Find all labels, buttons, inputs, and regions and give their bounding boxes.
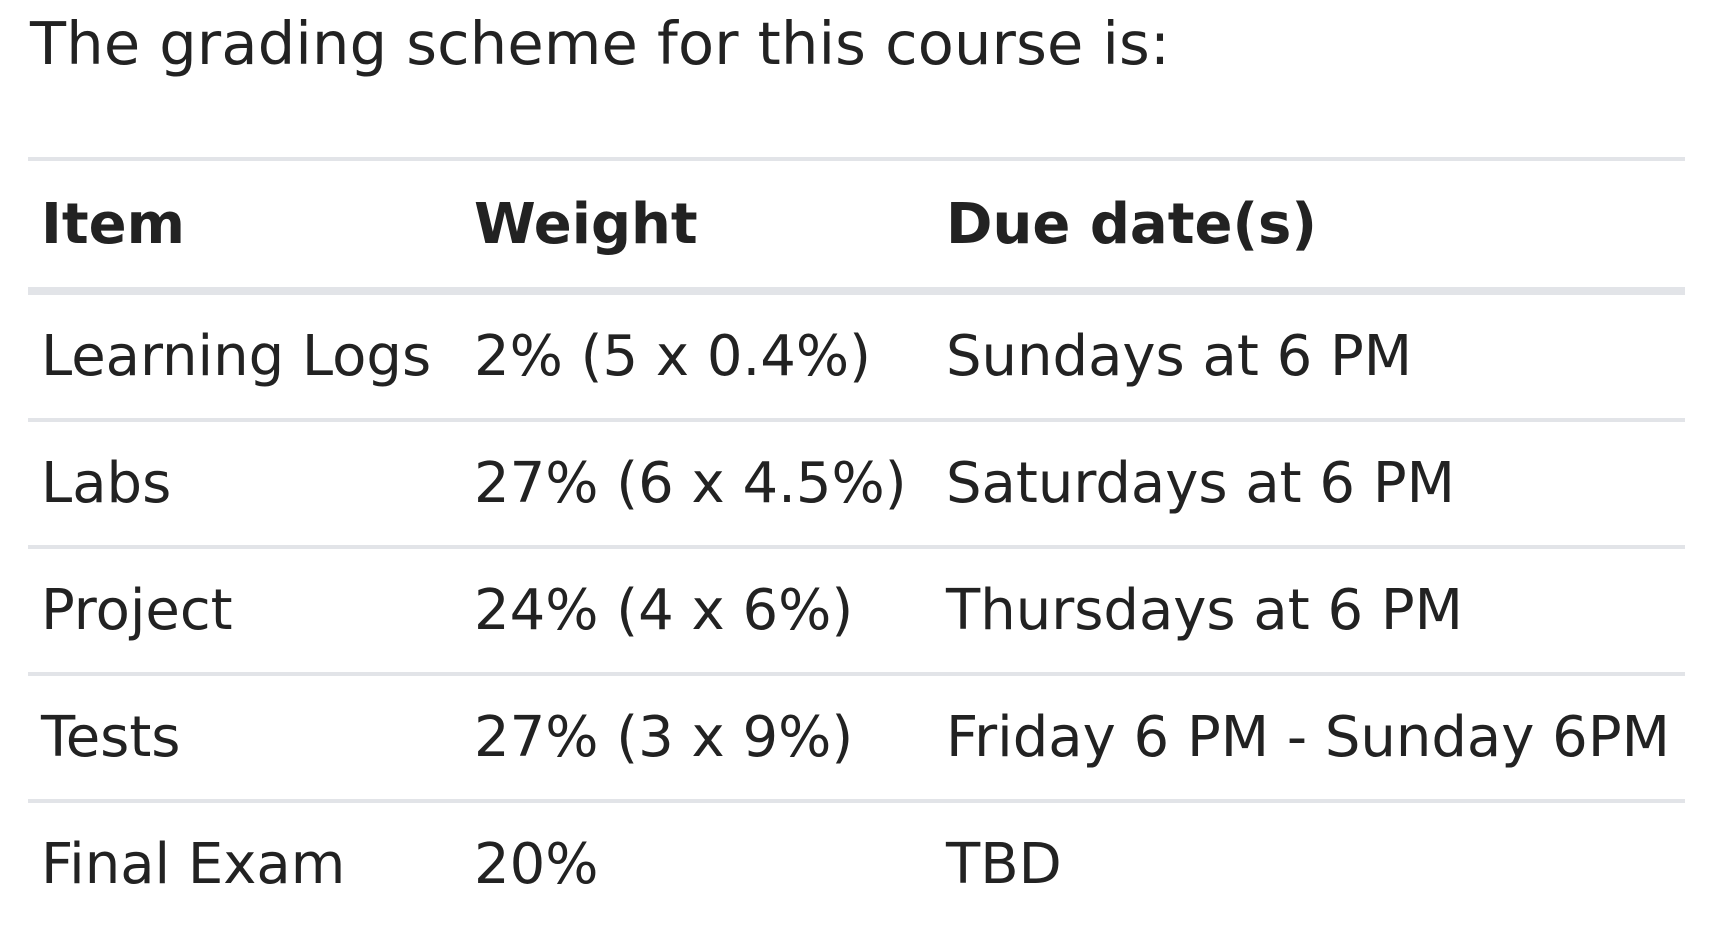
- table-row: Tests 27% (3 x 9%) Friday 6 PM - Sunday …: [28, 674, 1685, 803]
- intro-text: The grading scheme for this course is:: [30, 9, 1171, 78]
- cell-item: Final Exam: [41, 832, 346, 897]
- cell-item: Learning Logs: [28, 291, 461, 422]
- header-weight: Weight: [461, 159, 933, 295]
- header-item: Item: [28, 159, 461, 295]
- cell-weight: 20%: [474, 832, 599, 897]
- cell-weight: 27% (6 x 4.5%): [461, 420, 933, 549]
- table-row: Final Exam 20% TBD: [28, 801, 1685, 926]
- cell-item: Labs: [28, 420, 461, 549]
- table-body: Learning Logs 2% (5 x 0.4%) Sundays at 6…: [28, 291, 1685, 926]
- table-row: Project 24% (4 x 6%) Thursdays at 6 PM: [28, 547, 1685, 676]
- cell-weight: 27% (3 x 9%): [461, 674, 933, 803]
- grading-scheme-table: Item Weight Due date(s) Learning Logs 2%…: [28, 157, 1685, 926]
- cell-due-date: TBD: [946, 832, 1062, 897]
- cell-weight: 2% (5 x 0.4%): [461, 291, 933, 422]
- cell-due-date: Friday 6 PM - Sunday 6PM: [933, 674, 1685, 803]
- cell-due-date: Saturdays at 6 PM: [933, 420, 1685, 549]
- table-header: Item Weight Due date(s): [28, 159, 1685, 295]
- table-row: Labs 27% (6 x 4.5%) Saturdays at 6 PM: [28, 420, 1685, 549]
- cell-due-date: Sundays at 6 PM: [933, 291, 1685, 422]
- cell-item: Project: [28, 547, 461, 676]
- table-row: Learning Logs 2% (5 x 0.4%) Sundays at 6…: [28, 291, 1685, 422]
- cell-weight: 24% (4 x 6%): [461, 547, 933, 676]
- header-row: Item Weight Due date(s): [28, 159, 1685, 295]
- cell-due-date: Thursdays at 6 PM: [933, 547, 1685, 676]
- cell-item: Tests: [28, 674, 461, 803]
- header-due-dates: Due date(s): [933, 159, 1685, 295]
